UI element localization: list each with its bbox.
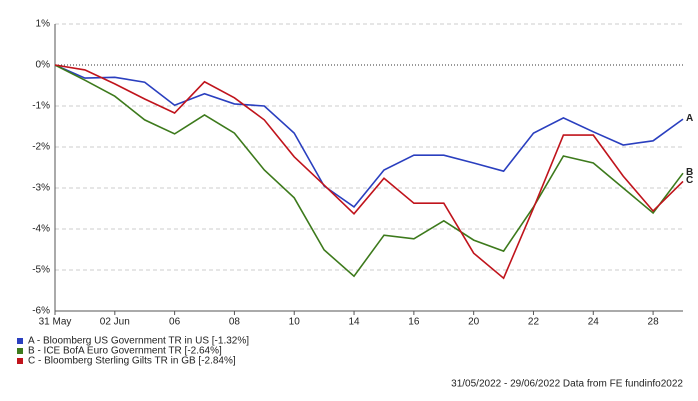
legend-swatch [17,358,23,364]
x-tick-label: 10 [289,317,301,328]
y-tick-label: -2% [32,142,50,153]
x-tick-label: 31 May [39,317,72,328]
x-tick-label: 08 [229,317,241,328]
y-tick-label: -4% [32,224,50,235]
legend-label: A - Bloomberg US Government TR in US [-1… [28,336,249,347]
legend-swatch [17,348,23,354]
x-tick-label: 22 [528,317,540,328]
y-tick-label: -1% [32,101,50,112]
y-tick-label: -3% [32,183,50,194]
series-line [54,64,684,208]
end-label: A [686,113,693,124]
y-tick-label: 1% [36,19,51,30]
x-tick-label: 20 [468,317,480,328]
y-tick-label: -6% [32,306,50,317]
x-tick-label: 02 Jun [100,317,130,328]
legend-label: B - ICE BofA Euro Government TR [-2.64%] [28,346,222,357]
y-tick-label: 0% [36,60,51,71]
x-tick-label: 28 [648,317,660,328]
series-line [54,64,684,278]
legend-swatch [17,338,23,344]
y-tick-label: -5% [32,265,50,276]
footer: 31/05/2022 - 29/06/2022 Data from FE fun… [451,379,683,390]
series-line [54,64,684,280]
end-label: B [686,167,693,178]
x-tick-label: 14 [348,317,360,328]
x-tick-label: 24 [588,317,600,328]
end-label: C [686,175,693,186]
x-tick-label: 06 [169,317,181,328]
legend-label: C - Bloomberg Sterling Gilts TR in GB [-… [28,356,236,367]
x-tick-label: 16 [408,317,420,328]
